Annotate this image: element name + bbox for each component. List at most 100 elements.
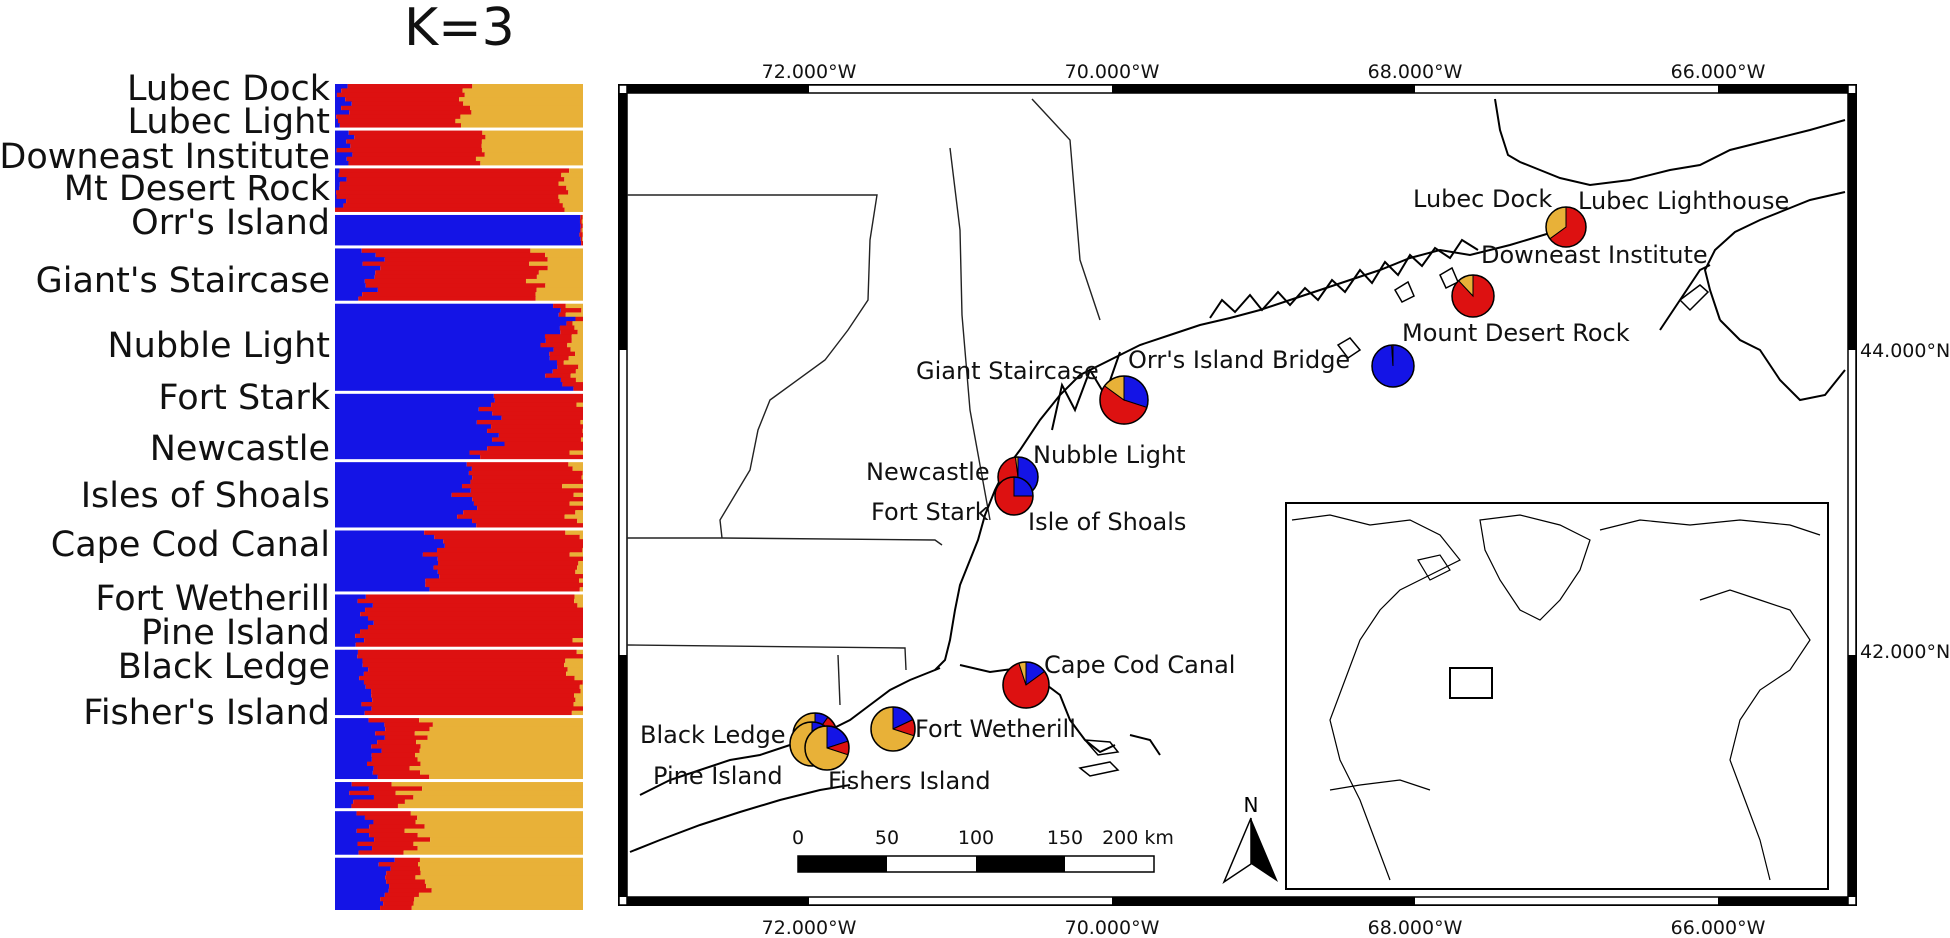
ancestry-segment [362, 658, 566, 664]
ancestry-segment [335, 228, 581, 233]
ancestry-segment [371, 693, 575, 699]
ancestry-segment [335, 441, 505, 447]
ancestry-segment [335, 888, 389, 894]
ancestry-segment [575, 510, 583, 516]
pie-outline [994, 476, 1034, 516]
top-axis-label-66w: 66.000°W [1671, 61, 1766, 83]
ancestry-segment [575, 316, 583, 322]
ancestry-segment [335, 287, 378, 293]
site-label-lubec-lighthouse: Lubec Lighthouse [1578, 187, 1789, 215]
ancestry-segment [424, 824, 583, 830]
population-separator [335, 211, 583, 215]
top-axis-label-68w: 68.000°W [1368, 61, 1463, 83]
ancestry-segment [574, 675, 583, 681]
pie-marker-0 [1545, 206, 1587, 248]
ancestry-segment [567, 342, 583, 348]
ancestry-segment [562, 203, 583, 209]
ancestry-segment [353, 799, 405, 805]
ancestry-segment [482, 130, 583, 136]
ancestry-segment [335, 398, 495, 404]
ancestry-segment [335, 84, 348, 89]
ancestry-segment [335, 837, 375, 843]
ancestry-segment [368, 667, 568, 673]
ancestry-segment [335, 342, 541, 348]
population-separator [335, 646, 583, 650]
ancestry-segment [335, 620, 374, 626]
ancestry-segment [357, 598, 575, 604]
pie-marker-10 [804, 725, 850, 771]
pie-outline [1451, 274, 1495, 318]
pie-outline [870, 706, 916, 752]
ancestry-segment [378, 862, 418, 868]
ancestry-segment [557, 364, 579, 370]
ancestry-segment [335, 857, 395, 863]
ancestry-segment [565, 312, 583, 318]
ancestry-segment [574, 594, 583, 600]
scale-bar: 0 50 100 150 200 km [792, 827, 1174, 873]
ancestry-segment [335, 688, 372, 694]
ancestry-segment [335, 369, 553, 374]
ancestry-segment [535, 292, 583, 297]
ancestry-segment [475, 156, 583, 162]
ancestry-segment [409, 765, 583, 771]
ancestry-segment [480, 161, 583, 166]
ancestry-segment [335, 382, 563, 388]
ancestry-segment [375, 252, 546, 258]
structure-population-9 [335, 594, 583, 648]
ancestry-segment [348, 130, 483, 136]
ancestry-segment [459, 97, 583, 103]
ancestry-segment [579, 219, 582, 225]
ancestry-segment [415, 875, 583, 881]
ancestry-segment [529, 261, 583, 267]
ancestry-segment [335, 278, 365, 284]
ancestry-segment [364, 638, 573, 643]
ancestry-segment [536, 274, 583, 280]
ancestry-segment [417, 815, 583, 821]
ancestry-segment [346, 177, 565, 183]
ancestry-segment [380, 905, 412, 910]
ancestry-segment [335, 241, 582, 247]
pop-label-mt-desert-rock: Mt Desert Rock [63, 169, 330, 209]
ancestry-segment [335, 214, 581, 220]
ancestry-segment [335, 156, 347, 162]
ancestry-segment [471, 466, 573, 472]
islands [1078, 266, 1710, 777]
ancestry-segment [560, 377, 576, 383]
ancestry-segment [335, 905, 381, 910]
ancestry-segment [335, 88, 342, 94]
scale-tick-100: 100 [958, 827, 994, 849]
ancestry-segment [418, 862, 583, 868]
ancestry-segment [363, 680, 583, 686]
ancestry-segment [427, 735, 583, 741]
ancestry-segment [384, 735, 428, 741]
ancestry-segment [413, 901, 583, 907]
ancestry-segment [335, 782, 352, 787]
ancestry-segment [335, 658, 363, 664]
ancestry-segment [335, 870, 387, 876]
site-label-giant-staircase: Giant Staircase [916, 357, 1099, 385]
ancestry-segment [335, 824, 370, 830]
ancestry-segment [336, 114, 461, 120]
ancestry-segment [553, 347, 571, 353]
ancestry-segment [335, 706, 372, 712]
ancestry-segment [559, 198, 583, 204]
ancestry-segment [335, 139, 347, 145]
ancestry-segment [335, 190, 337, 196]
ancestry-segment [424, 879, 583, 885]
ancestry-segment [464, 92, 583, 98]
structure-population-11 [335, 718, 583, 780]
ancestry-segment [335, 373, 546, 379]
ancestry-segment [420, 761, 583, 767]
structure-population-0 [335, 84, 583, 129]
ancestry-segment [575, 377, 583, 383]
ancestry-segment [389, 883, 427, 889]
ancestry-segment [574, 693, 583, 699]
top-axis-label-72w: 72.000°W [762, 61, 857, 83]
ancestry-segment [545, 283, 583, 289]
ancestry-segment [487, 446, 583, 452]
ancestry-segment [492, 437, 581, 443]
ancestry-segment [462, 88, 583, 94]
ancestry-segment [335, 607, 366, 613]
ancestry-segment [473, 501, 570, 507]
ancestry-segment [335, 134, 355, 140]
